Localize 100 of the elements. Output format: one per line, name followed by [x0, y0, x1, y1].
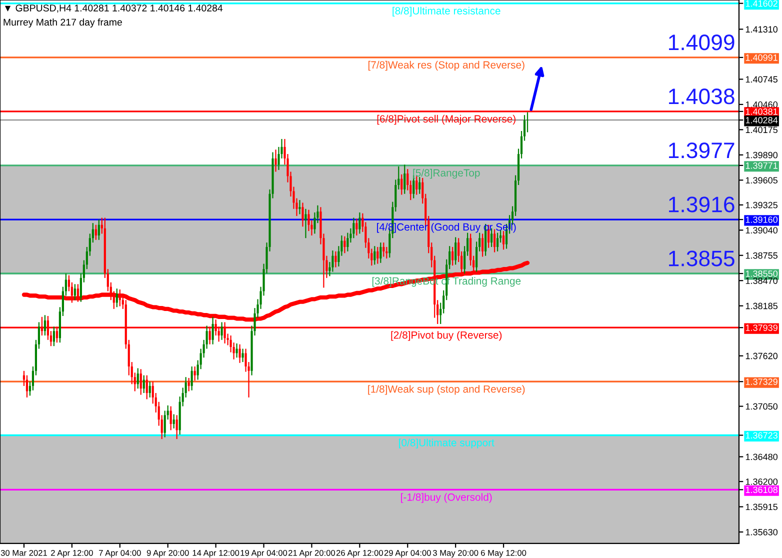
- y-tick-label: 1.40745: [746, 76, 778, 83]
- y-tick-label: 1.35630: [746, 528, 778, 536]
- candlestick: [493, 228, 496, 253]
- candlestick: [76, 284, 79, 302]
- candlestick: [26, 374, 28, 398]
- y-tick-label: 1.35915: [746, 504, 778, 510]
- candlestick: [346, 232, 349, 252]
- y-tick-label: 1.40175: [746, 126, 778, 134]
- candlestick: [358, 212, 361, 234]
- ref-line-label: [1/8]Weak sup (stop and Reverse): [368, 385, 525, 395]
- candlestick: [352, 217, 355, 239]
- candlestick: [304, 208, 307, 239]
- candlestick: [382, 242, 385, 258]
- candlestick: [302, 202, 304, 228]
- candlestick: [374, 246, 376, 266]
- y-tick-label: 1.36723: [746, 432, 778, 439]
- candlestick: [52, 326, 55, 347]
- candlestick: [194, 366, 196, 382]
- candlestick: [190, 366, 193, 391]
- annotation: 1.4099: [669, 34, 734, 50]
- candlestick: [308, 209, 310, 232]
- candlestick: [142, 374, 145, 394]
- y-tick-label: 1.36480: [746, 454, 778, 460]
- y-tick-label: 1.40284: [746, 116, 778, 124]
- x-tick-label: 30 Mar 2021: [0, 550, 47, 556]
- candlestick: [148, 380, 151, 398]
- candlestick: [238, 344, 241, 364]
- ref-line-label: [2/8]Pivot buy (Reverse): [391, 331, 502, 341]
- candlestick: [172, 414, 175, 429]
- annotation: 1.4038: [669, 88, 734, 104]
- y-tick-label: 1.36200: [746, 478, 778, 485]
- ref-line-label: [8/8]Ultimate resistance: [392, 6, 500, 17]
- y-tick-label: 1.39771: [746, 162, 778, 169]
- candlestick: [220, 322, 223, 340]
- ref-line-label: [0/8]Ultimate support: [399, 438, 494, 448]
- candlestick: [298, 199, 301, 215]
- candlestick: [356, 218, 358, 236]
- chart-title: ▼ GBPUSD,H4 1.40281 1.40372 1.40146 1.40284: [4, 4, 223, 13]
- candlestick: [332, 250, 334, 272]
- y-tick-label: 1.36108: [746, 486, 778, 494]
- candlestick: [334, 250, 337, 268]
- y-tick-label: 1.40460: [746, 101, 778, 108]
- y-tick-label: 1.38185: [746, 302, 778, 310]
- candlestick: [74, 284, 76, 301]
- y-tick-label: 1.40991: [746, 54, 778, 61]
- candlestick: [94, 224, 97, 240]
- candlestick: [116, 288, 118, 308]
- candlestick: [236, 342, 238, 358]
- candlestick: [136, 368, 139, 390]
- y-tick-label: 1.39325: [746, 202, 778, 208]
- candlestick: [118, 288, 121, 307]
- x-tick-label: 21 Apr 20:00: [288, 550, 336, 558]
- annotation: 1.3916: [669, 196, 734, 212]
- x-tick-label: 29 Apr 04:00: [384, 550, 431, 558]
- candlestick: [98, 218, 100, 240]
- y-tick-label: 1.37620: [746, 352, 778, 360]
- x-tick-label: 26 Apr 12:00: [336, 550, 383, 558]
- y-tick-label: 1.37939: [746, 324, 778, 331]
- candlestick: [400, 174, 403, 196]
- x-tick-label: 6 May 12:00: [481, 550, 526, 558]
- candlestick: [140, 368, 142, 396]
- candlestick: [176, 414, 178, 440]
- annotation: 1.3977: [669, 142, 734, 158]
- candlestick: [170, 406, 172, 431]
- candlestick: [482, 233, 484, 258]
- y-tick-label: 1.39890: [746, 152, 778, 158]
- y-tick-label: 1.39605: [746, 177, 778, 184]
- candlestick: [44, 314, 46, 336]
- y-tick-label: 1.38550: [746, 270, 778, 277]
- x-tick-label: 9 Apr 20:00: [146, 550, 189, 558]
- y-tick-label: 1.37050: [746, 403, 778, 410]
- x-tick-label: 2 Apr 12:00: [51, 550, 93, 558]
- candlestick: [188, 377, 190, 392]
- annotation: 1.3855: [669, 250, 734, 266]
- candlestick: [380, 242, 382, 264]
- y-tick-label: 1.41310: [746, 26, 778, 33]
- candlestick: [146, 374, 148, 400]
- x-tick-label: 19 Apr 04:00: [240, 550, 288, 558]
- candlestick: [496, 232, 499, 252]
- candlestick: [274, 149, 277, 172]
- ref-line-label: [7/8]Weak res (Stop and Reverse): [368, 60, 524, 71]
- text: Murrey Math 217 day frame: [4, 18, 122, 28]
- y-tick-label: 1.37329: [746, 378, 778, 385]
- candlestick: [452, 246, 454, 266]
- y-tick-label: 1.38755: [746, 252, 778, 259]
- x-tick-label: 7 Apr 04:00: [99, 550, 141, 558]
- y-tick-label: 1.41602: [746, 0, 778, 7]
- y-tick-label: 1.40381: [746, 108, 778, 115]
- x-tick-label: 14 Apr 12:00: [192, 550, 240, 558]
- ref-line-label: [6/8]Pivot sell (Major Reverse): [377, 114, 516, 125]
- y-tick-label: 1.39040: [746, 227, 778, 234]
- ref-line-label: [-1/8]buy (Oversold): [401, 493, 492, 503]
- y-tick-label: 1.39160: [746, 216, 778, 223]
- x-tick-label: 3 May 20:00: [432, 550, 478, 558]
- candlestick: [454, 236, 457, 266]
- candlestick: [212, 316, 214, 345]
- candlestick: [404, 164, 406, 194]
- candlestick: [242, 348, 244, 363]
- ref-line-label: [5/8]RangeTop: [413, 168, 480, 179]
- candlestick: [376, 246, 379, 264]
